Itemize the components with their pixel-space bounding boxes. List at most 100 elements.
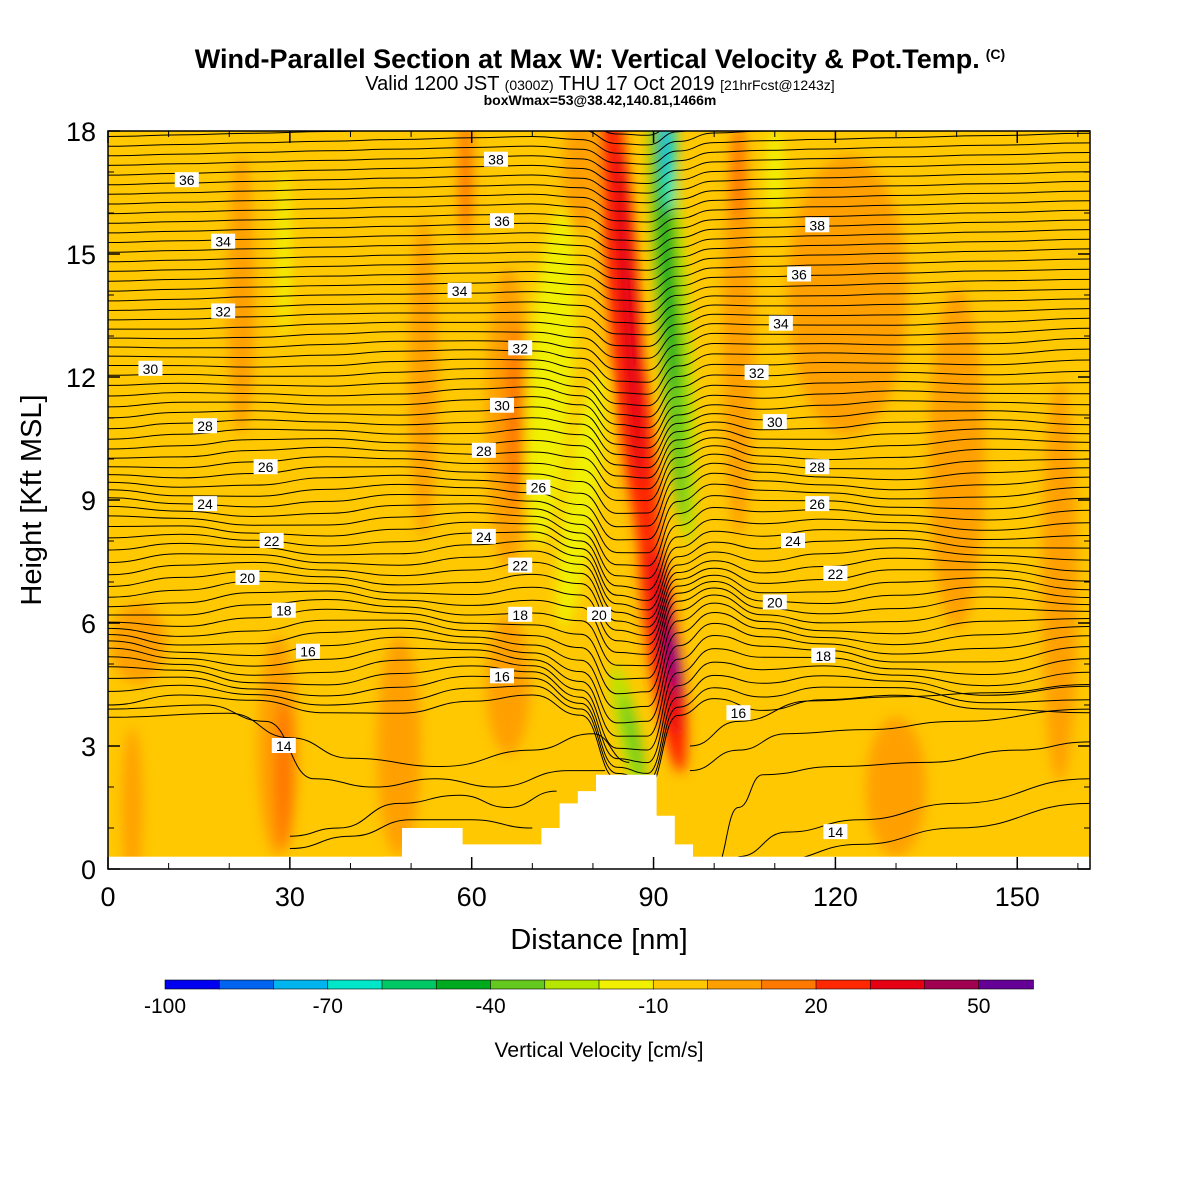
- theta-contour-line: [108, 472, 1090, 541]
- contour-label-text: 20: [240, 570, 256, 586]
- theta-contour-line: [108, 348, 1090, 395]
- field-region: [765, 131, 784, 217]
- theta-contour-line: [108, 594, 1090, 680]
- theta-contour-line: [108, 567, 1090, 637]
- field-region: [866, 717, 927, 857]
- theta-contour-label: 20: [235, 569, 260, 586]
- contour-label-text: 24: [785, 533, 801, 549]
- theta-contours: [108, 131, 1090, 869]
- theta-contour-line: [108, 308, 1090, 347]
- theta-contour-line: [108, 538, 1090, 611]
- theta-contour-label: 14: [271, 738, 296, 754]
- chart-subtitle-2: boxWmax=53@38.42,140.81,1466m: [483, 92, 717, 108]
- theta-contour-line: [108, 219, 1090, 252]
- field-region: [458, 131, 473, 242]
- field-region: [376, 636, 421, 856]
- y-axis-label: Height [Kft MSL]: [16, 394, 48, 605]
- theta-contour-line: [108, 580, 1090, 655]
- y-tick-label: 18: [66, 117, 96, 147]
- theta-contour-line: [108, 190, 1090, 223]
- theta-contour-line: [108, 298, 1090, 336]
- theta-contour-line: [108, 602, 1090, 695]
- contour-label-box: [805, 459, 830, 475]
- contour-label-box: [211, 233, 236, 249]
- contour-label-box: [296, 643, 321, 659]
- theta-contour-label: 26: [253, 459, 278, 475]
- theta-contour-line: [108, 400, 1090, 449]
- theta-contour-label: 22: [508, 557, 533, 574]
- field-region: [409, 217, 438, 537]
- y-tick-label: 15: [66, 240, 96, 270]
- contour-label-box: [192, 496, 217, 512]
- theta-contour-line: [108, 462, 1090, 528]
- contour-label-text: 16: [494, 668, 510, 684]
- colorbar-swatch: [707, 979, 763, 990]
- contour-label-text: 32: [512, 340, 528, 356]
- x-tick-label: 60: [457, 882, 487, 912]
- contour-label-box: [811, 647, 836, 663]
- theta-contour-line: [108, 574, 1090, 646]
- theta-contour-label: 14: [823, 824, 848, 840]
- theta-contour-label: 26: [805, 496, 830, 512]
- theta-contour-line: [108, 410, 1090, 459]
- theta-contour-line: [689, 708, 1090, 772]
- contour-label-box: [726, 705, 751, 721]
- contour-label-text: 32: [749, 365, 765, 381]
- field-region: [486, 614, 531, 755]
- theta-contour-line: [108, 428, 1090, 479]
- theta-contour-label: 18: [271, 602, 296, 619]
- colorbar-swatch: [490, 979, 546, 990]
- theta-contour-line: [108, 453, 1090, 514]
- theta-contour-line: [108, 587, 1090, 667]
- theta-contour-line: [108, 506, 1090, 579]
- contour-label-box: [259, 533, 284, 548]
- theta-contour-label: 24: [471, 528, 496, 545]
- contour-label-box: [762, 414, 787, 430]
- contour-label-box: [483, 151, 508, 167]
- theta-contour-line: [108, 483, 1090, 554]
- theta-contour-label: 18: [811, 647, 836, 664]
- contour-label-box: [744, 364, 769, 380]
- theta-contour-label: 32: [744, 364, 769, 381]
- theta-contour-labels: 38 36 36 38 34 36 34 32 34 32 30 32 30 30 28 28 26 28 26 24…: [138, 151, 848, 840]
- theta-contour-line: [108, 229, 1090, 262]
- colorbar-swatch: [544, 979, 600, 990]
- field-region: [273, 699, 294, 850]
- x-axis-label: Distance [nm]: [510, 924, 687, 956]
- contour-label-text: 18: [815, 648, 831, 664]
- contour-label-box: [211, 303, 236, 319]
- subtitle-utc: (0300Z): [504, 77, 554, 93]
- colorbar-swatch: [869, 979, 926, 990]
- colorbar-swatch: [761, 979, 817, 990]
- chart-title: Wind-Parallel Section at Max W: Vertical…: [194, 44, 1006, 74]
- theta-contour-label: 16: [296, 643, 321, 660]
- terrain-floor: [108, 856, 1090, 869]
- field-region: [110, 603, 167, 684]
- theta-contour-label: 32: [211, 303, 236, 319]
- theta-contour-line: [108, 437, 1090, 490]
- theta-contour-line: [108, 518, 1090, 591]
- contour-label-text: 24: [197, 496, 213, 512]
- contour-label-box: [587, 606, 611, 622]
- theta-contour-line: [108, 390, 1090, 439]
- contour-label-text: 30: [767, 414, 783, 430]
- theta-contour-label: 22: [823, 565, 848, 582]
- contour-label-text: 30: [143, 361, 159, 377]
- contour-label-box: [447, 282, 472, 298]
- colorbar-tick-label: -100: [144, 995, 186, 1018]
- theta-contour-line: [108, 132, 1090, 165]
- x-tick-label: 0: [100, 882, 115, 912]
- theta-contour-label: 16: [726, 705, 751, 721]
- theta-contour-line: [714, 741, 1090, 869]
- colorbar-tick-label: -70: [313, 995, 343, 1018]
- colorbar-swatch: [435, 979, 492, 990]
- contour-label-text: 28: [809, 459, 825, 475]
- contour-label-text: 26: [809, 496, 825, 512]
- theta-contour-label: 38: [483, 151, 508, 168]
- theta-contour-line: [108, 684, 1090, 782]
- theta-contour-label: 28: [471, 442, 496, 459]
- field-region: [722, 136, 755, 536]
- contour-label-text: 32: [215, 303, 231, 319]
